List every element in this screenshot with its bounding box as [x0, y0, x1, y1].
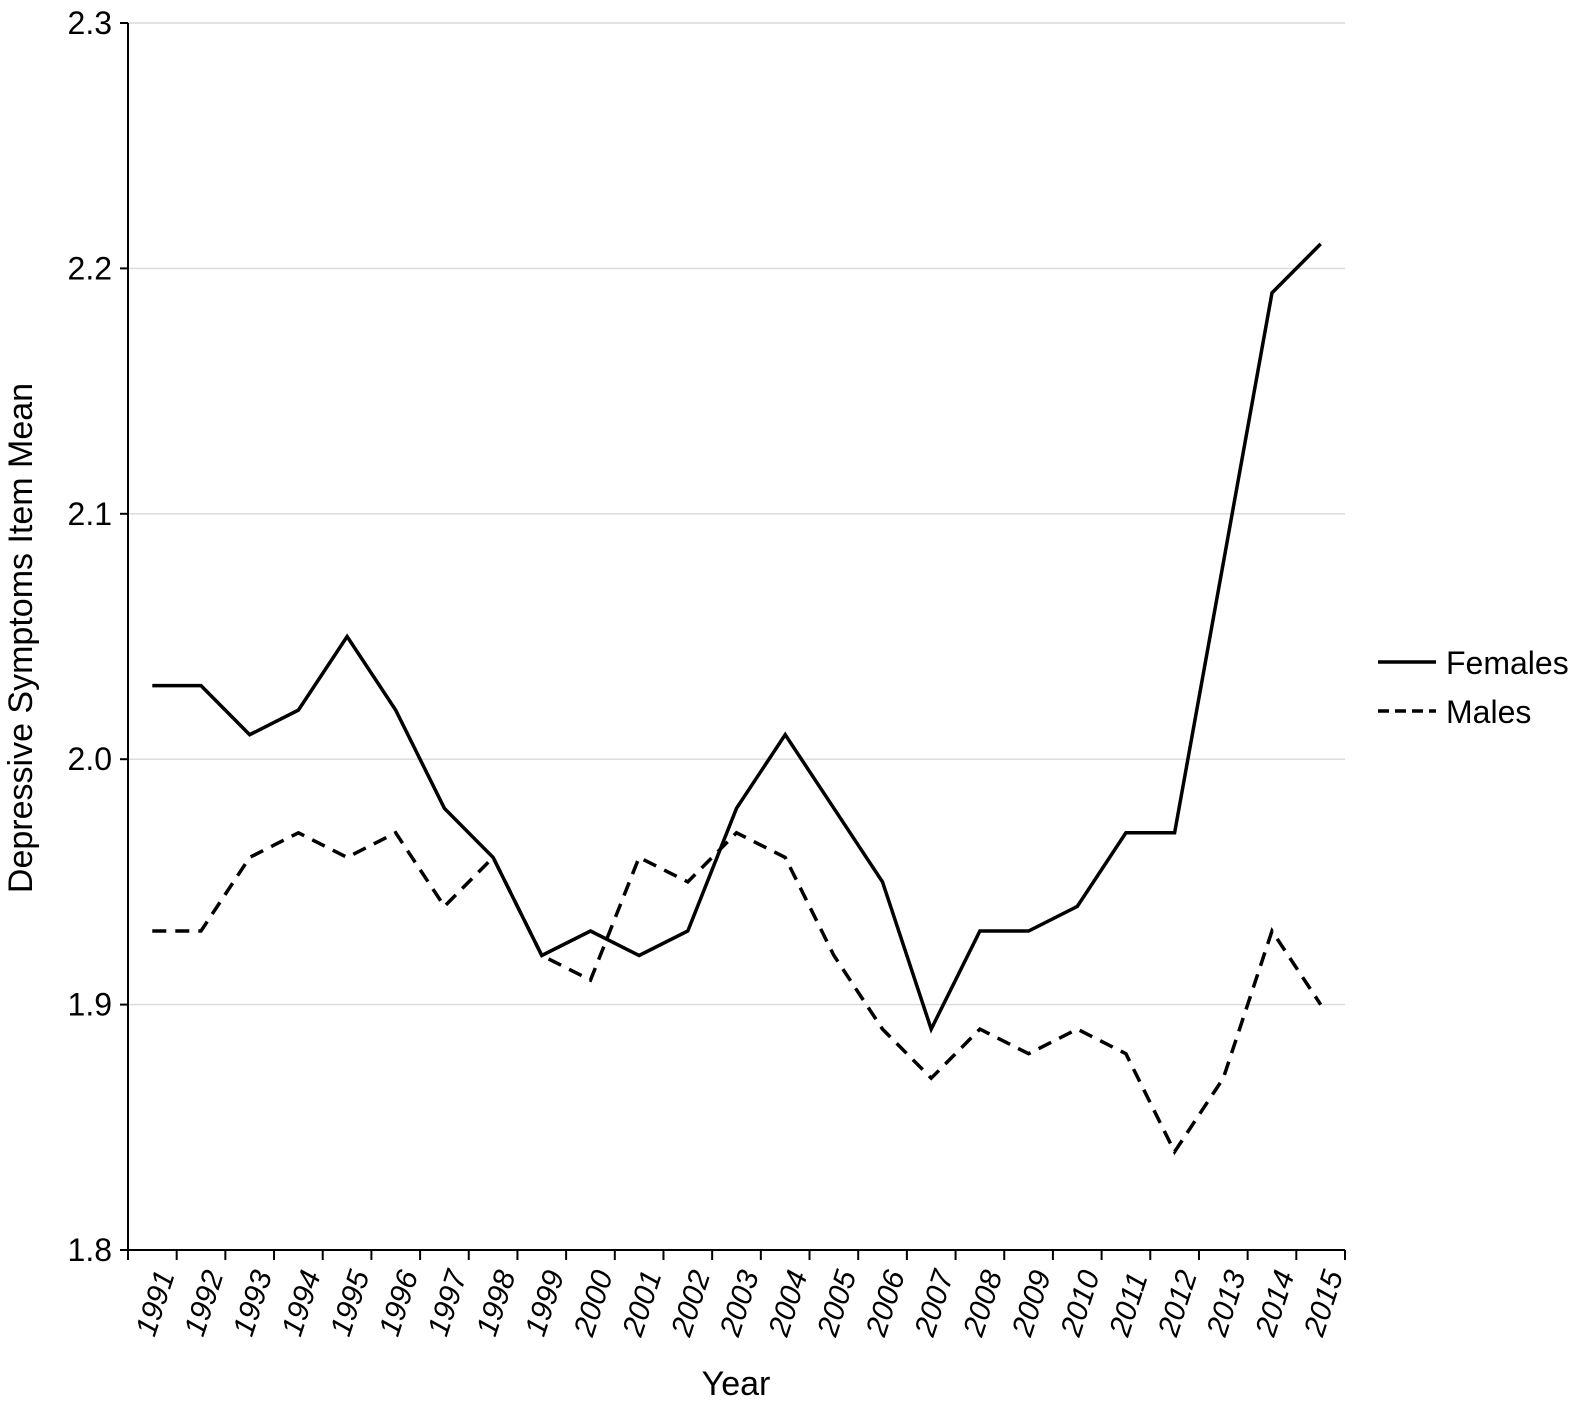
x-tick-label: 2005	[811, 1266, 863, 1341]
y-axis-title: Depressive Symptoms Item Mean	[2, 383, 40, 893]
y-axis-ticks: 1.8 1.9 2.0 2.1 2.2 2.3	[68, 5, 128, 1268]
y-tick-label: 2.3	[68, 5, 112, 41]
series-group	[152, 242, 1323, 1156]
x-tick-label: 2008	[957, 1266, 1009, 1341]
x-tick-label: 2002	[665, 1266, 717, 1341]
x-tick-label: 1995	[324, 1266, 376, 1340]
y-tick-label: 2.1	[68, 496, 112, 532]
gridlines	[128, 22, 1345, 1006]
x-tick-label: 2000	[567, 1266, 619, 1341]
series-line-females	[152, 242, 1322, 1034]
legend: Females Males	[1378, 645, 1569, 730]
series-line-males	[152, 830, 1323, 1156]
y-tick-label: 1.9	[68, 987, 112, 1023]
x-tick-label: 2003	[713, 1266, 765, 1341]
x-tick-label: 1993	[227, 1266, 279, 1340]
legend-label-females: Females	[1446, 645, 1569, 681]
x-tick-label: 2001	[616, 1266, 668, 1341]
x-tick-label: 2014	[1249, 1266, 1301, 1341]
x-tick-label: 1996	[373, 1266, 425, 1340]
x-tick-label: 1999	[519, 1266, 571, 1340]
x-tick-label: 2007	[908, 1265, 961, 1341]
y-tick-label: 2.0	[68, 741, 112, 777]
legend-label-males: Males	[1446, 694, 1531, 730]
x-tick-label: 2012	[1152, 1266, 1204, 1341]
x-tick-label: 1998	[470, 1266, 522, 1340]
x-tick-label: 1992	[178, 1266, 230, 1340]
x-tick-label: 1997	[422, 1265, 474, 1340]
x-axis-ticks: 1991199219931994199519961997199819992000…	[127, 1250, 1350, 1342]
x-axis-title: Year	[702, 1365, 771, 1403]
x-tick-label: 2013	[1200, 1266, 1252, 1341]
y-tick-label: 2.2	[68, 250, 112, 286]
x-tick-label: 2010	[1054, 1266, 1106, 1341]
x-tick-label: 1994	[276, 1266, 328, 1340]
x-tick-label: 2009	[1006, 1266, 1058, 1341]
axes	[127, 23, 1345, 1251]
x-tick-label: 2006	[860, 1266, 912, 1341]
x-tick-label: 1991	[130, 1266, 182, 1340]
x-tick-label: 2015	[1298, 1266, 1350, 1341]
x-tick-label: 2011	[1103, 1269, 1155, 1342]
x-tick-label: 2004	[762, 1266, 814, 1341]
y-tick-label: 1.8	[68, 1232, 112, 1268]
